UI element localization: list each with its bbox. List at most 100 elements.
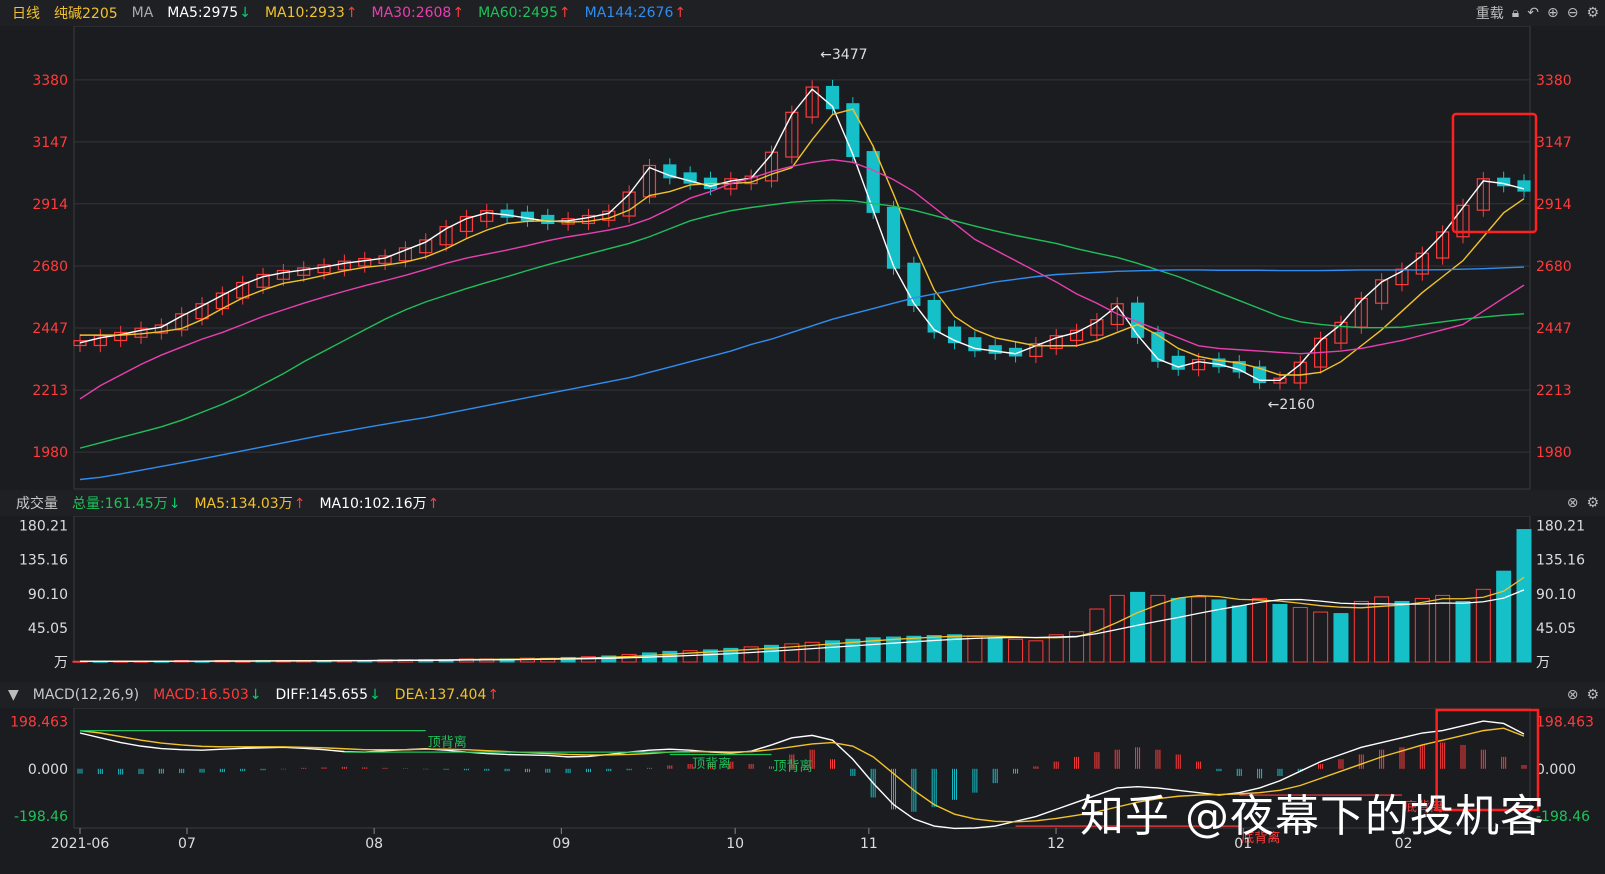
highlight-box [1435, 708, 1540, 812]
candle-body [175, 313, 189, 331]
divergence-label: 底背离 [1241, 830, 1280, 846]
candle-body [1090, 319, 1104, 336]
candle-body [1212, 358, 1226, 368]
settings-icon[interactable]: ⚙ [1586, 687, 1599, 703]
volume-bar [886, 636, 902, 663]
price-axis-label-left: 3380 [32, 73, 68, 89]
price-axis-label-right: 2680 [1536, 259, 1572, 275]
volume-axis-label-right: 135.16 [1536, 553, 1585, 569]
candle-body [805, 86, 819, 118]
close-icon[interactable]: ⊗ [1566, 495, 1579, 511]
settings-icon[interactable]: ⚙ [1586, 495, 1599, 511]
price-chart[interactable]: 3380 3380 3147 3147 2914 2914 2680 2680 2447 2447… [0, 26, 1605, 490]
x-axis-label: 07 [178, 836, 196, 852]
collapse-icon[interactable]: ▼ [8, 687, 19, 703]
candle-body [988, 345, 1002, 354]
candle-body [1049, 335, 1063, 350]
volume-header-bar: 成交量 总量:161.45万↓ MA5:134.03万↑ MA10:102.16… [0, 490, 1605, 516]
volume-bar [1475, 588, 1491, 663]
volume-bar [1313, 611, 1329, 663]
volume-bar [1170, 597, 1186, 663]
candle-body [195, 303, 209, 320]
macd-chart[interactable]: 198.463 198.463 0.000 0.000 -198.46 -198.46 顶背… [0, 708, 1605, 874]
undo-icon[interactable]: ↶ [1527, 5, 1539, 21]
volume-axis-label-left: 180.21 [19, 519, 68, 535]
volume-bar [1048, 634, 1064, 663]
volume-axis-label-right: 90.10 [1536, 587, 1576, 603]
macd-toolbar: ⊗ ⚙ [1567, 682, 1599, 708]
ma60-line [79, 199, 1525, 449]
volume-axis-label-left: 90.10 [28, 587, 68, 603]
price-axis-label-left: 3147 [32, 135, 68, 151]
candle-body [1436, 231, 1450, 259]
volume-bar [1394, 600, 1410, 663]
macd-axis-label-left: 198.463 [10, 714, 68, 730]
indicator-label[interactable]: MA [131, 5, 154, 21]
macd-axis-label-right: -198.46 [1536, 809, 1590, 825]
volume-plot-frame [73, 516, 1531, 663]
volume-bar [1252, 597, 1268, 663]
macd-axis-label-right: 198.463 [1536, 714, 1594, 730]
candle-body [785, 111, 799, 158]
candle-body [439, 226, 453, 246]
candle-body [541, 214, 555, 225]
volume-ma10-line [80, 589, 1525, 662]
volume-ma10: MA10:102.16万↑ [319, 496, 440, 512]
candle-body [256, 273, 270, 288]
candle-body [1517, 180, 1531, 192]
volume-bar [1496, 570, 1512, 663]
candle-body [825, 85, 840, 110]
reweight-button[interactable]: 重载 [1475, 6, 1504, 22]
diff-value: DIFF:145.655↓ [275, 687, 381, 703]
volume-chart[interactable]: 180.21 180.21 135.16 135.16 90.10 90.10 45.05 4… [0, 516, 1605, 680]
candle-body [1191, 358, 1206, 371]
macd-plot-frame [73, 708, 1531, 829]
toolbar: 重载 🔒︎ ↶ ⊕ ⊖ ⚙ [1476, 0, 1599, 26]
x-axis-label: 09 [552, 836, 570, 852]
candle-body [378, 255, 392, 264]
volume-bar [784, 643, 800, 663]
period-label[interactable]: 日线 [12, 6, 40, 22]
zoom-in-icon[interactable]: ⊕ [1546, 5, 1559, 21]
candle-body [907, 262, 921, 306]
close-icon[interactable]: ⊗ [1566, 687, 1579, 703]
volume-bar [1231, 605, 1247, 663]
macd-axis-label-left: -198.46 [14, 809, 68, 825]
zoom-out-icon[interactable]: ⊖ [1566, 5, 1579, 21]
ma144-line [79, 266, 1525, 481]
macd-axis-label-left: 0.000 [28, 762, 68, 778]
settings-icon[interactable]: ⚙ [1586, 5, 1599, 21]
lock-icon[interactable]: 🔒︎ [1511, 5, 1520, 21]
divergence-label: 底背离 [1404, 799, 1443, 815]
volume-bar [743, 646, 759, 663]
price-axis-label-right: 2914 [1536, 197, 1572, 213]
candle-body [398, 247, 413, 262]
volume-bar [804, 641, 820, 663]
symbol-label[interactable]: 纯碱2205 [54, 6, 118, 22]
x-axis-label: 01 [1234, 836, 1252, 852]
divergence-label: 顶背离 [428, 735, 467, 751]
volume-bar [1414, 597, 1430, 663]
candle-body [1130, 302, 1145, 338]
candle-body [1232, 361, 1246, 373]
volume-bar [1435, 594, 1451, 663]
x-axis-label: 11 [860, 836, 878, 852]
volume-bar [1069, 631, 1085, 663]
volume-bar [947, 634, 963, 663]
candle-body [764, 151, 779, 182]
volume-bar [1089, 608, 1105, 663]
ma144-label: MA144:2676↑ [584, 5, 687, 21]
volume-bar [926, 635, 942, 663]
candle-body [1151, 331, 1165, 362]
candle-body [154, 324, 168, 334]
candle-body [1456, 204, 1470, 238]
volume-bar [1455, 600, 1471, 663]
ma5-label: MA5:2975↓ [167, 5, 251, 21]
price-axis-label-right: 1980 [1536, 445, 1572, 461]
candle-body [622, 191, 636, 217]
watermark: 知乎 @夜幕下的投机客 [1080, 791, 1545, 842]
price-axis-label-right: 3380 [1536, 73, 1572, 89]
price-axis-label-right: 2213 [1536, 383, 1572, 399]
divergence-label: 顶背离 [692, 756, 731, 772]
price-axis-label-right: 2447 [1536, 321, 1572, 337]
